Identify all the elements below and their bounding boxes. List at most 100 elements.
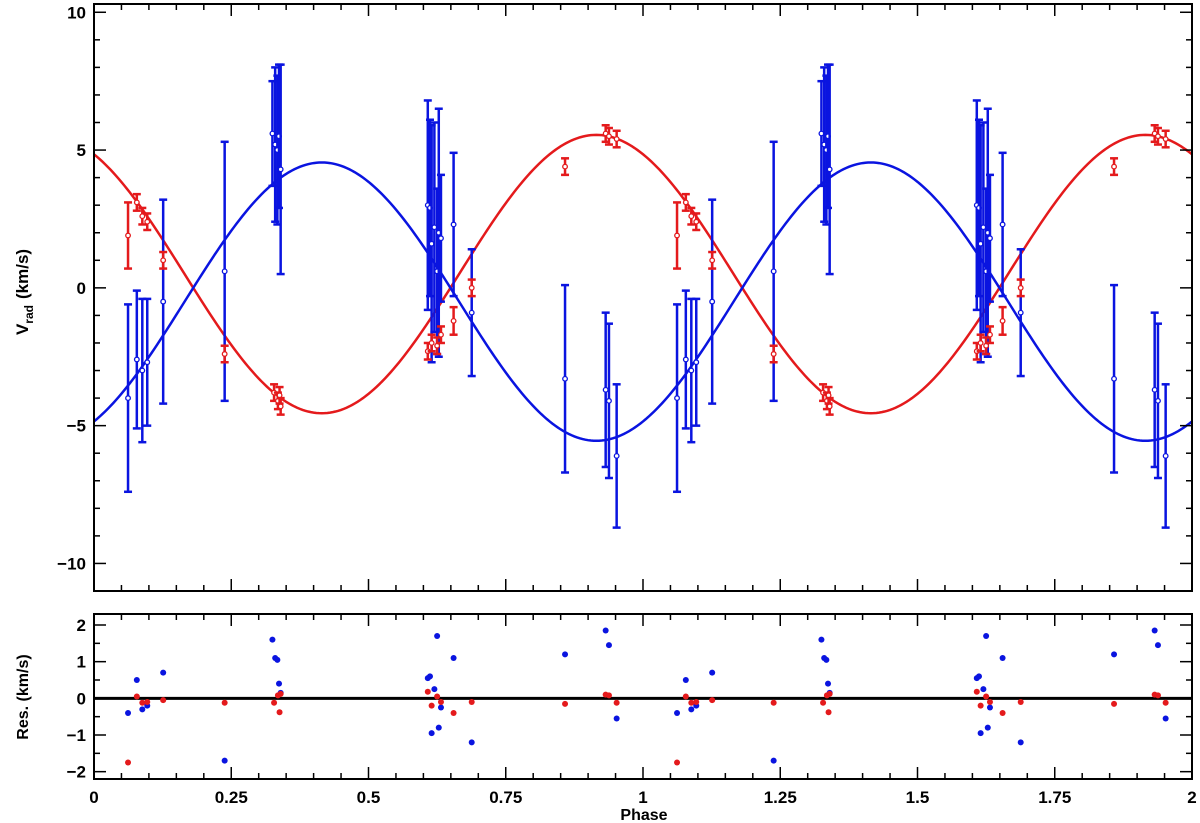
primary-residual-point [271,699,278,706]
secondary-residual-point [999,655,1006,661]
secondary-residual-point [613,715,620,722]
primary-residual-point [424,688,431,695]
secondary-residual-point [269,636,276,643]
primary-residual-point [125,759,132,766]
x-tick-label: 0 [89,788,98,807]
secondary-rv-point [124,303,133,494]
primary-rv-point [687,206,696,226]
secondary-residual-point [823,656,830,663]
y-tick-label: −10 [57,554,86,573]
x-tick-label: 1.25 [764,788,797,807]
primary-rv-point [1153,126,1162,146]
primary-residual-point [1154,692,1161,699]
secondary-residual-point [276,680,283,687]
residuals-panel: 0 0.25 0.5 0.75 1 1.25 1.5 1.75 2 −2 −1 0 1 2 Res. (… [15,613,1197,823]
primary-residual-point [277,690,284,697]
secondary-rv-point [601,311,610,469]
secondary-residual-point [975,673,982,680]
primary-residual-point [820,699,827,706]
secondary-residual-point [434,633,441,639]
primary-rv-point [132,192,141,212]
primary-residual-point [688,699,695,706]
residual-y-axis-label: Res. (km/s) [15,654,32,739]
secondary-rv-point [425,118,434,298]
primary-rv-point [825,396,834,416]
secondary-residual-point [984,724,991,731]
primary-residual-point [1162,699,1169,706]
primary-rv-point [143,212,152,232]
residual-plot-frame [93,613,1193,780]
secondary-residual-point [133,677,140,683]
secondary-residual-point [125,710,132,716]
secondary-residual-point [977,730,984,737]
main-y-axis-label-subscript: rad [22,305,36,324]
primary-rv-point [985,325,994,345]
y-tick-label: 10 [67,3,86,22]
secondary-residual-point [1151,627,1158,634]
secondary-residual-point [674,710,681,716]
secondary-residual-point [709,669,716,676]
primary-residual-point [1017,699,1024,705]
primary-residual-point [999,710,1006,716]
secondary-residual-point [426,673,433,680]
x-tick-label: 0.5 [357,788,381,807]
y-tick-label: −1 [67,726,86,745]
primary-rv-point [561,157,570,177]
primary-rv-point [436,325,445,345]
secondary-rv-point [430,121,439,334]
primary-rv-point [976,333,985,353]
secondary-residual-point [450,655,457,661]
y-tick-label: 0 [77,689,86,708]
primary-residual-point [825,709,832,716]
primary-rv-point [673,201,682,270]
secondary-residual-point [605,642,612,649]
x-tick-label: 0.25 [215,788,248,807]
primary-residual-point [434,693,441,700]
x-tick-label: 1.5 [906,788,930,807]
secondary-rv-point [467,248,476,378]
y-tick-label: 5 [77,141,86,160]
primary-rv-point [276,396,285,416]
primary-residual-point [973,688,980,695]
secondary-rv-point [436,173,445,303]
x-tick-label: 1 [638,788,647,807]
secondary-residual-point [825,680,832,687]
primary-residual-point [709,697,716,704]
secondary-rv-point [687,297,696,444]
primary-residual-point [468,699,475,705]
secondary-residual-point [428,730,435,737]
secondary-rv-point [708,198,717,405]
secondary-rv-point [132,289,141,430]
secondary-rv-point [985,173,994,303]
primary-rv-point [604,126,613,146]
secondary-rv-point [604,322,613,480]
primary-rv-point [612,129,621,149]
secondary-residual-point [431,686,438,693]
primary-residual-point [605,692,612,699]
primary-residual-point [826,690,833,697]
main-y-axis-label-unit: (km/s) [13,249,32,299]
main-y-axis-label-main: V [13,323,32,335]
y-tick-label: 1 [77,653,86,672]
secondary-residual-point [770,757,777,764]
secondary-residual-point [562,651,569,658]
primary-residual-point [133,693,140,700]
secondary-rv-point [449,151,458,298]
secondary-residual-point [435,724,442,731]
secondary-residual-point [274,656,281,663]
primary-rv-point [1016,278,1025,298]
secondary-rv-point [825,63,834,276]
y-tick-label: −2 [67,763,86,782]
primary-rv-point [138,206,147,226]
primary-residual-point [770,699,777,706]
secondary-residual-point [602,627,609,634]
primary-residual-point [221,699,228,706]
y-tick-label: 2 [77,616,86,635]
x-tick-label: 0.75 [489,788,522,807]
secondary-residual-point [1017,739,1024,746]
secondary-rv-point [692,297,701,427]
primary-residual-point [986,699,993,705]
secondary-residual-point [221,757,228,764]
primary-rv-point [1161,129,1170,149]
